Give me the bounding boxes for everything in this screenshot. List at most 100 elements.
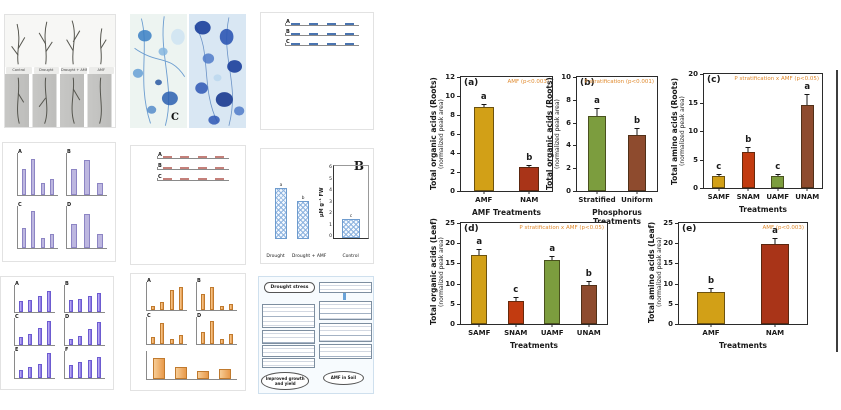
mini-plot [146, 316, 187, 346]
error-bar [634, 128, 640, 136]
y-tick [457, 243, 461, 245]
x-tick-label: UNAM [576, 329, 601, 337]
mini-plot [17, 206, 58, 249]
mini-bar-slot [324, 43, 340, 45]
mini-bar-slot [27, 318, 35, 345]
mini-plot [196, 316, 237, 346]
hatched-axis-group: µM g⁻¹ FW 6 5 4 3 2 1 0 c [319, 165, 369, 239]
mini-bar [219, 369, 231, 379]
chart-panel-e: Total amino acids (Leaf) (normalized pea… [645, 206, 817, 356]
significance-letter: b [585, 268, 592, 279]
mini-bar [344, 33, 354, 35]
flowchart-text-box [262, 345, 315, 357]
mini-bar [68, 365, 73, 378]
y-axis-title: Total organic acids (Leaf) [429, 218, 438, 326]
mini-bar-slot [149, 282, 157, 310]
mini-bar [180, 156, 190, 158]
mini-bar-slot [36, 318, 44, 345]
mini-bar [210, 286, 215, 310]
mini-bar-slot [69, 153, 80, 195]
mini-bar [344, 43, 354, 45]
mini-panel-letter: C [286, 39, 290, 45]
mini-plot [285, 33, 359, 36]
mini-plot [157, 156, 229, 159]
mini-bar-slot [17, 285, 25, 312]
x-tick [747, 188, 749, 191]
error-bar [549, 255, 555, 260]
thumbnail-seedling-photos[interactable]: Control Drought Drought + AMF AMF [4, 14, 116, 128]
mini-bar-slot [212, 167, 227, 169]
mini-bar-slot [168, 282, 176, 310]
y-tick-label: 20 [445, 239, 455, 248]
y-tick [573, 99, 577, 101]
thumbnail-purple-bar-charts[interactable]: A B C D E F [0, 276, 114, 390]
thumbnail-pink-bar-charts[interactable]: A B C [130, 145, 246, 265]
x-tick-label: UAMF [766, 193, 790, 201]
mini-bar [78, 298, 83, 312]
bar [741, 152, 755, 188]
mini-chart-panel: C [14, 314, 55, 346]
flowchart-title-box: Drought stress [263, 281, 316, 293]
mini-plot [14, 318, 55, 346]
chart-panel-a: Total organic acids (Roots) (normalized … [427, 60, 577, 220]
photo-gel-strips [5, 74, 115, 127]
mini-bar [344, 23, 354, 25]
mini-panel-letter: B [286, 29, 290, 35]
y-axis-subtitle: (normalized peak area) [656, 237, 663, 307]
mini-bar [197, 156, 207, 158]
mini-bar-slot [46, 318, 54, 345]
y-tick-label: 6 [566, 118, 571, 127]
mini-bar [50, 234, 55, 248]
y-tick-label: 6 [329, 165, 332, 170]
y-tick [457, 114, 461, 116]
thumbnail-orange-bar-charts[interactable]: A B C D [130, 273, 246, 391]
mini-bar-slot [94, 206, 105, 248]
photo-label: Drought [33, 66, 59, 75]
mini-bar-slot [195, 156, 210, 158]
y-tick-label: 15 [663, 259, 673, 268]
mini-chart-panel: A [285, 19, 359, 26]
panel-letter: (d) [464, 224, 479, 234]
y-tick-label: 20 [688, 70, 698, 78]
x-tick-label: NAM [765, 329, 785, 337]
thumbnail-blue-bar-charts[interactable]: A B C [260, 12, 374, 130]
mini-bar-slot [82, 153, 93, 195]
mini-bar [37, 327, 42, 345]
thumbnail-microscopy[interactable]: C [130, 14, 246, 128]
x-tick-label: UNAM [795, 193, 820, 201]
y-tick [457, 303, 461, 305]
flowchart-text-box [262, 303, 315, 328]
bar [471, 255, 488, 324]
significance-annotation: P stratification (p<0.001) [584, 79, 654, 85]
mini-bar-slot: a [271, 173, 291, 239]
y-tick-label: 6 [450, 130, 455, 138]
y-tick-label: 0 [450, 320, 455, 328]
thumbnail-lavender-bar-charts[interactable]: A B C D [2, 142, 116, 262]
thumbnail-flowchart[interactable]: Drought stress Improved growth and yield… [258, 276, 374, 394]
y-tick [573, 145, 577, 147]
mini-bar-slot [199, 317, 207, 345]
mini-chart-panel: B [196, 278, 237, 311]
mini-bar [96, 182, 103, 195]
mini-bar [18, 337, 23, 345]
y-axis-label: Total organic acids (Roots) (normalized … [545, 76, 561, 192]
scrollbar-thumb[interactable] [836, 70, 838, 352]
mini-bar [175, 367, 187, 379]
plot-area: Treatments (c) P stratification x AMF (p<… [688, 70, 823, 214]
error-bar [513, 296, 519, 301]
mini-bar [163, 156, 173, 158]
significance-letter: b [526, 153, 533, 164]
y-axis-title: Total amino acids (Leaf) [647, 221, 656, 323]
mini-bar [21, 168, 26, 195]
y-tick-label: 0 [693, 184, 698, 192]
mini-bar-slot [69, 206, 80, 248]
bar [628, 135, 646, 191]
mini-bar [180, 178, 190, 180]
x-tick [636, 191, 638, 194]
mini-bar-slot [49, 153, 57, 195]
mini-panel-letter: C [158, 174, 162, 180]
mini-bar [28, 367, 33, 378]
mini-bar [87, 359, 92, 378]
y-tick-label: 3 [329, 199, 332, 205]
